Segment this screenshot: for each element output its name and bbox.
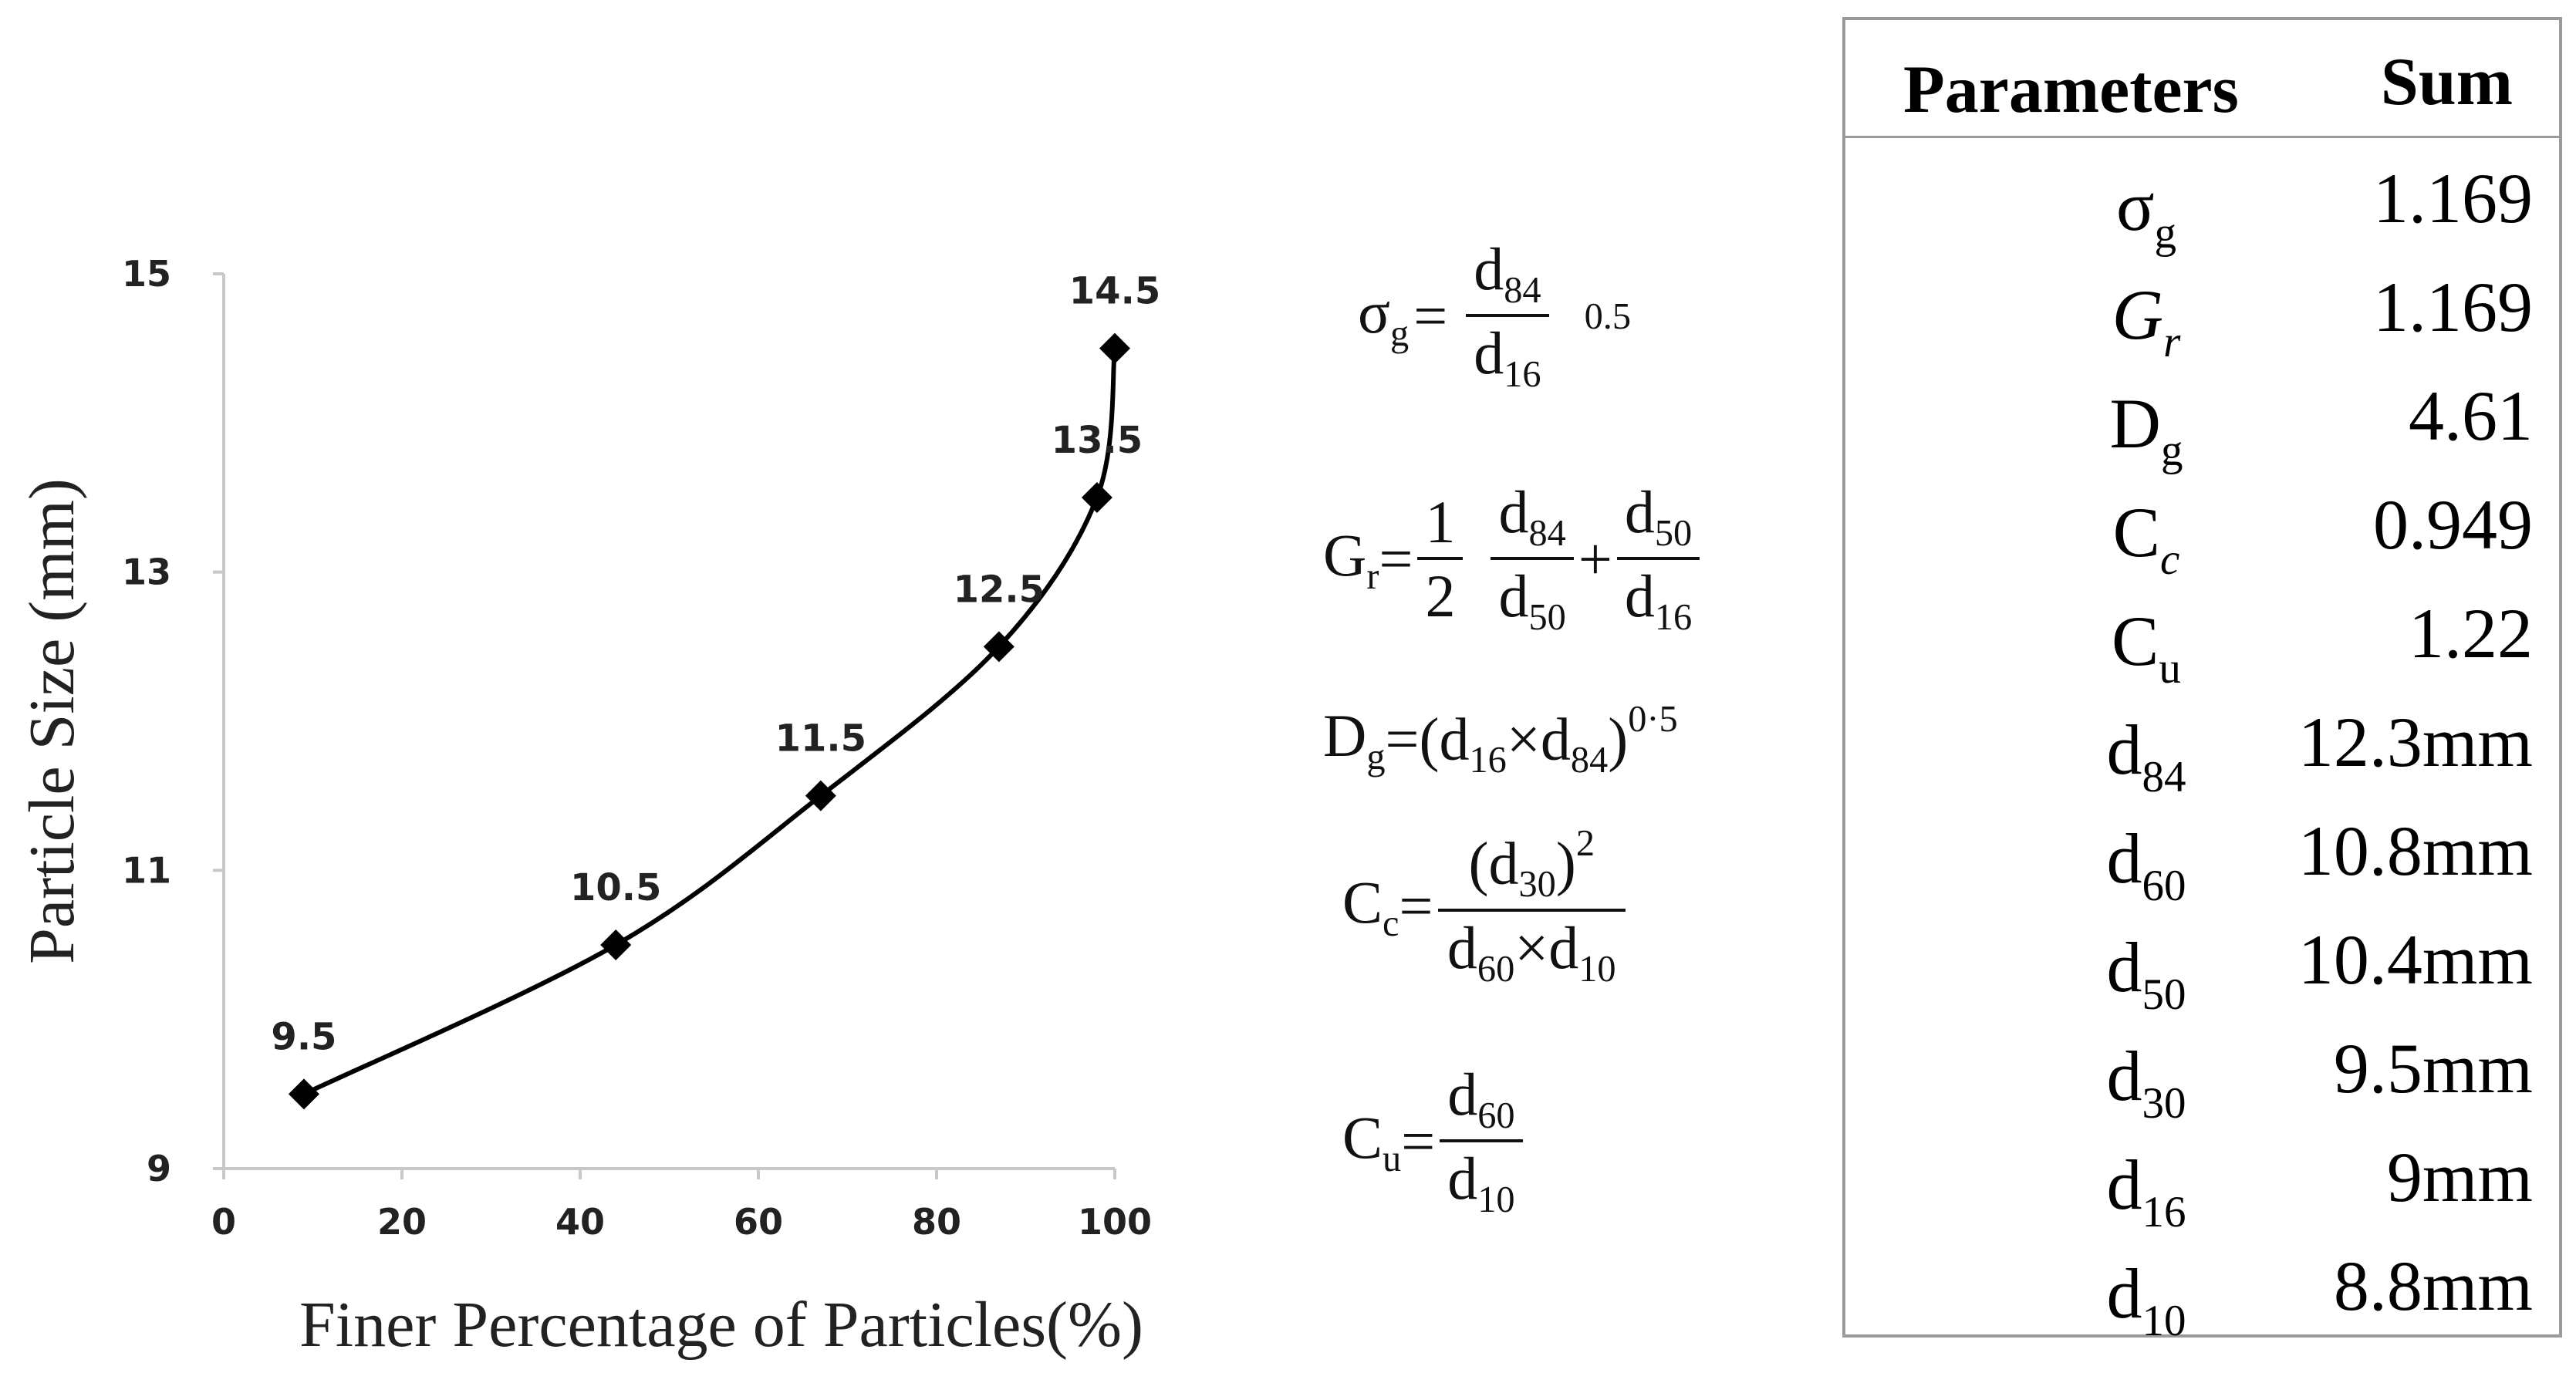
formula-lhs: σg — [1358, 278, 1410, 355]
formula-g-r: Gr = 1 2 d84 d50 + d50 d16 — [1323, 482, 1704, 637]
data-point-label: 11.5 — [775, 717, 866, 761]
param-name: d16 — [2106, 1145, 2186, 1236]
x-ticks: 0 20 40 60 80 100 — [211, 1169, 1152, 1243]
x-tick-label: 0 — [211, 1201, 236, 1243]
data-point-marker — [600, 929, 632, 960]
x-tick-label: 100 — [1078, 1201, 1152, 1243]
formula-d-g: Dg =(d16×d84)0·5 — [1323, 698, 1678, 781]
param-value: 0.949 — [2373, 485, 2533, 564]
table-row: d16 9mm — [1845, 1130, 2559, 1238]
data-point-marker — [805, 780, 836, 811]
data-labels: 9.5 10.5 11.5 12.5 13.5 14.5 — [271, 270, 1160, 1059]
param-name: d10 — [2106, 1254, 2186, 1345]
param-name: d30 — [2106, 1037, 2186, 1128]
formula-panel: σg = d84 d16 0.5 Gr = 1 2 d84 d50 + d50 … — [1312, 216, 1836, 1257]
table-row: d84 12.3mm — [1845, 695, 2559, 803]
formula-body: =(d16×d84)0·5 — [1385, 699, 1678, 781]
x-tick-label: 60 — [734, 1201, 783, 1243]
table-row: d30 9.5mm — [1845, 1021, 2559, 1129]
data-point-label: 9.5 — [271, 1015, 336, 1058]
formula-fraction: d60 d10 — [1440, 1064, 1523, 1220]
data-point-label: 14.5 — [1069, 270, 1160, 313]
param-name: Cu — [2112, 602, 2181, 693]
param-name: d60 — [2106, 819, 2186, 910]
formula-sigma-g: σg = d84 d16 0.5 — [1358, 239, 1631, 394]
param-value: 8.8mm — [2333, 1246, 2533, 1325]
table-row: Gr 1.169 — [1845, 260, 2559, 368]
series-line — [302, 348, 1117, 1097]
param-name: d84 — [2106, 710, 2186, 801]
table-row: Cu 1.22 — [1845, 586, 2559, 694]
param-value: 4.61 — [2409, 376, 2533, 455]
header-sum: Sum — [2380, 45, 2513, 120]
formula-c-c: Cc = (d30)2 d60×d10 — [1342, 825, 1630, 988]
formula-exponent: 0.5 — [1584, 295, 1632, 337]
table-row: d10 8.8mm — [1845, 1239, 2559, 1347]
particle-size-chart: 9 11 13 15 0 20 40 60 80 100 9.5 10.5 11.5 12.5 13.5… — [16, 253, 1160, 1361]
data-point-marker — [983, 631, 1015, 663]
y-ticks: 9 11 13 15 — [122, 253, 224, 1189]
formula-equals: = — [1379, 525, 1413, 593]
data-point-marker — [1099, 332, 1130, 364]
param-value: 1.22 — [2409, 594, 2533, 673]
param-name: Cc — [2112, 493, 2180, 584]
param-name: σg — [2115, 167, 2177, 258]
table-row: σg 1.169 — [1845, 151, 2559, 259]
formula-equals: = — [1401, 1108, 1436, 1176]
formula-lhs: Gr — [1323, 521, 1379, 598]
param-value: 1.169 — [2373, 159, 2533, 238]
x-tick-label: 20 — [377, 1201, 427, 1243]
param-name: Gr — [2112, 275, 2181, 366]
param-name: d50 — [2106, 928, 2186, 1019]
formula-c-u: Cu = d60 d10 — [1342, 1064, 1528, 1220]
data-point-marker — [1081, 482, 1112, 513]
param-value: 10.8mm — [2297, 811, 2533, 890]
y-tick-label: 15 — [122, 253, 171, 295]
param-value: 1.169 — [2373, 268, 2533, 346]
table-row: d60 10.8mm — [1845, 804, 2559, 912]
table-row: Cc 0.949 — [1845, 477, 2559, 585]
param-value: 12.3mm — [2297, 703, 2533, 781]
data-point-label: 13.5 — [1052, 419, 1143, 462]
y-axis-title: Particle Size (mm) — [16, 478, 88, 964]
formula-lhs: Cc — [1342, 869, 1399, 945]
table-row: Dg 4.61 — [1845, 369, 2559, 477]
formula-fraction-1: d84 d50 — [1491, 482, 1574, 637]
x-axis-title: Finer Percentage of Particles(%) — [299, 1289, 1143, 1361]
formula-fraction-2: d50 d16 — [1616, 482, 1700, 637]
data-point-marker — [288, 1078, 319, 1110]
formula-fraction: (d30)2 d60×d10 — [1437, 825, 1626, 988]
param-value: 10.4mm — [2297, 920, 2533, 999]
x-tick-label: 40 — [555, 1201, 605, 1243]
formula-lhs: Dg — [1323, 702, 1386, 778]
data-point-label: 12.5 — [954, 568, 1045, 611]
formula-half: 1 2 — [1417, 492, 1464, 626]
y-tick-label: 13 — [122, 552, 171, 593]
y-tick-label: 11 — [122, 849, 171, 891]
table-header: Parameters Sum — [1845, 20, 2559, 138]
formula-plus: + — [1578, 525, 1612, 593]
data-markers — [288, 332, 1130, 1110]
formula-equals: = — [1413, 282, 1448, 350]
formula-fraction: d84 d16 — [1466, 239, 1549, 394]
formula-equals: = — [1399, 872, 1433, 940]
x-tick-label: 80 — [912, 1201, 961, 1243]
data-point-label: 10.5 — [570, 866, 661, 909]
param-name: Dg — [2109, 384, 2183, 475]
param-value: 9mm — [2386, 1138, 2533, 1216]
parameters-table: Parameters Sum σg 1.169 Gr 1.169 Dg 4.61 Cc 0.9… — [1842, 17, 2562, 1345]
param-value: 9.5mm — [2333, 1029, 2533, 1108]
y-tick-label: 9 — [147, 1148, 171, 1189]
table-row: d50 10.4mm — [1845, 913, 2559, 1020]
formula-lhs: Cu — [1342, 1104, 1402, 1180]
chart-area: 9 11 13 15 0 20 40 60 80 100 9.5 10.5 11.5 12.5 13.5… — [0, 0, 1250, 1373]
header-parameters: Parameters — [1903, 52, 2239, 127]
